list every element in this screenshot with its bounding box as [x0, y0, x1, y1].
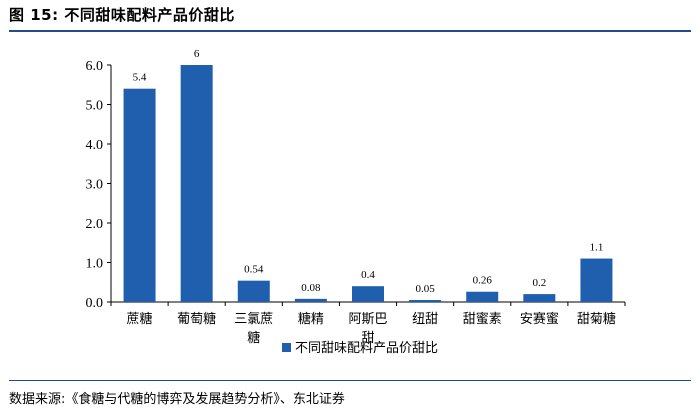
data-label: 5.4: [133, 72, 147, 84]
bar: [466, 291, 499, 302]
category-label: 三氯蔗糖: [234, 312, 273, 346]
data-label: 6: [194, 48, 200, 60]
bar: [294, 298, 327, 302]
bar-chart: 0.0 1.0 2.0 3.0 4.0 5.0 6.0 5.4 蔗糖 6 葡萄糖 0.54 三氯蔗糖 0.…: [86, 48, 626, 356]
category-label: 甜蜜素: [463, 311, 502, 327]
bar: [580, 258, 613, 302]
y-tick-label: 4.0: [86, 138, 104, 153]
bar: [180, 65, 213, 302]
y-tick-label: 6.0: [86, 59, 104, 74]
category-label: 糖精: [298, 311, 324, 327]
category-label: 甜菊糖: [577, 311, 616, 327]
bar: [352, 286, 384, 302]
bar: [523, 294, 556, 302]
data-label: 0.4: [361, 269, 375, 281]
bar: [409, 300, 442, 302]
data-label: 0.54: [244, 264, 264, 276]
data-label: 0.08: [301, 282, 321, 294]
legend-label: 不同甜味配料产品价甜比: [295, 340, 438, 356]
y-tick-label: 1.0: [86, 257, 104, 272]
source-rule: [9, 380, 691, 381]
figure-title: 图 15: 不同甜味配料产品价甜比: [9, 6, 235, 24]
category-label: 纽甜: [412, 311, 438, 327]
y-tick-label: 2.0: [86, 217, 104, 232]
category-label: 阿斯巴甜: [348, 312, 387, 346]
data-label: 0.05: [415, 283, 435, 295]
category-label: 葡萄糖: [177, 311, 216, 327]
y-tick-label: 3.0: [86, 178, 104, 193]
bar: [237, 280, 270, 302]
y-tick-label: 5.0: [86, 99, 104, 114]
bar: [123, 88, 156, 302]
data-label: 0.2: [532, 277, 546, 289]
legend-swatch: [282, 343, 291, 352]
category-label: 蔗糖: [127, 311, 153, 327]
y-tick-label: 0.0: [86, 296, 104, 311]
data-label: 0.26: [473, 275, 493, 287]
source-note: 数据来源:《食糖与代糖的博弈及发展趋势分析》、东北证券: [9, 392, 345, 407]
data-label: 1.1: [590, 242, 604, 254]
title-rule: [9, 30, 691, 32]
category-label: 安赛蜜: [520, 311, 559, 327]
